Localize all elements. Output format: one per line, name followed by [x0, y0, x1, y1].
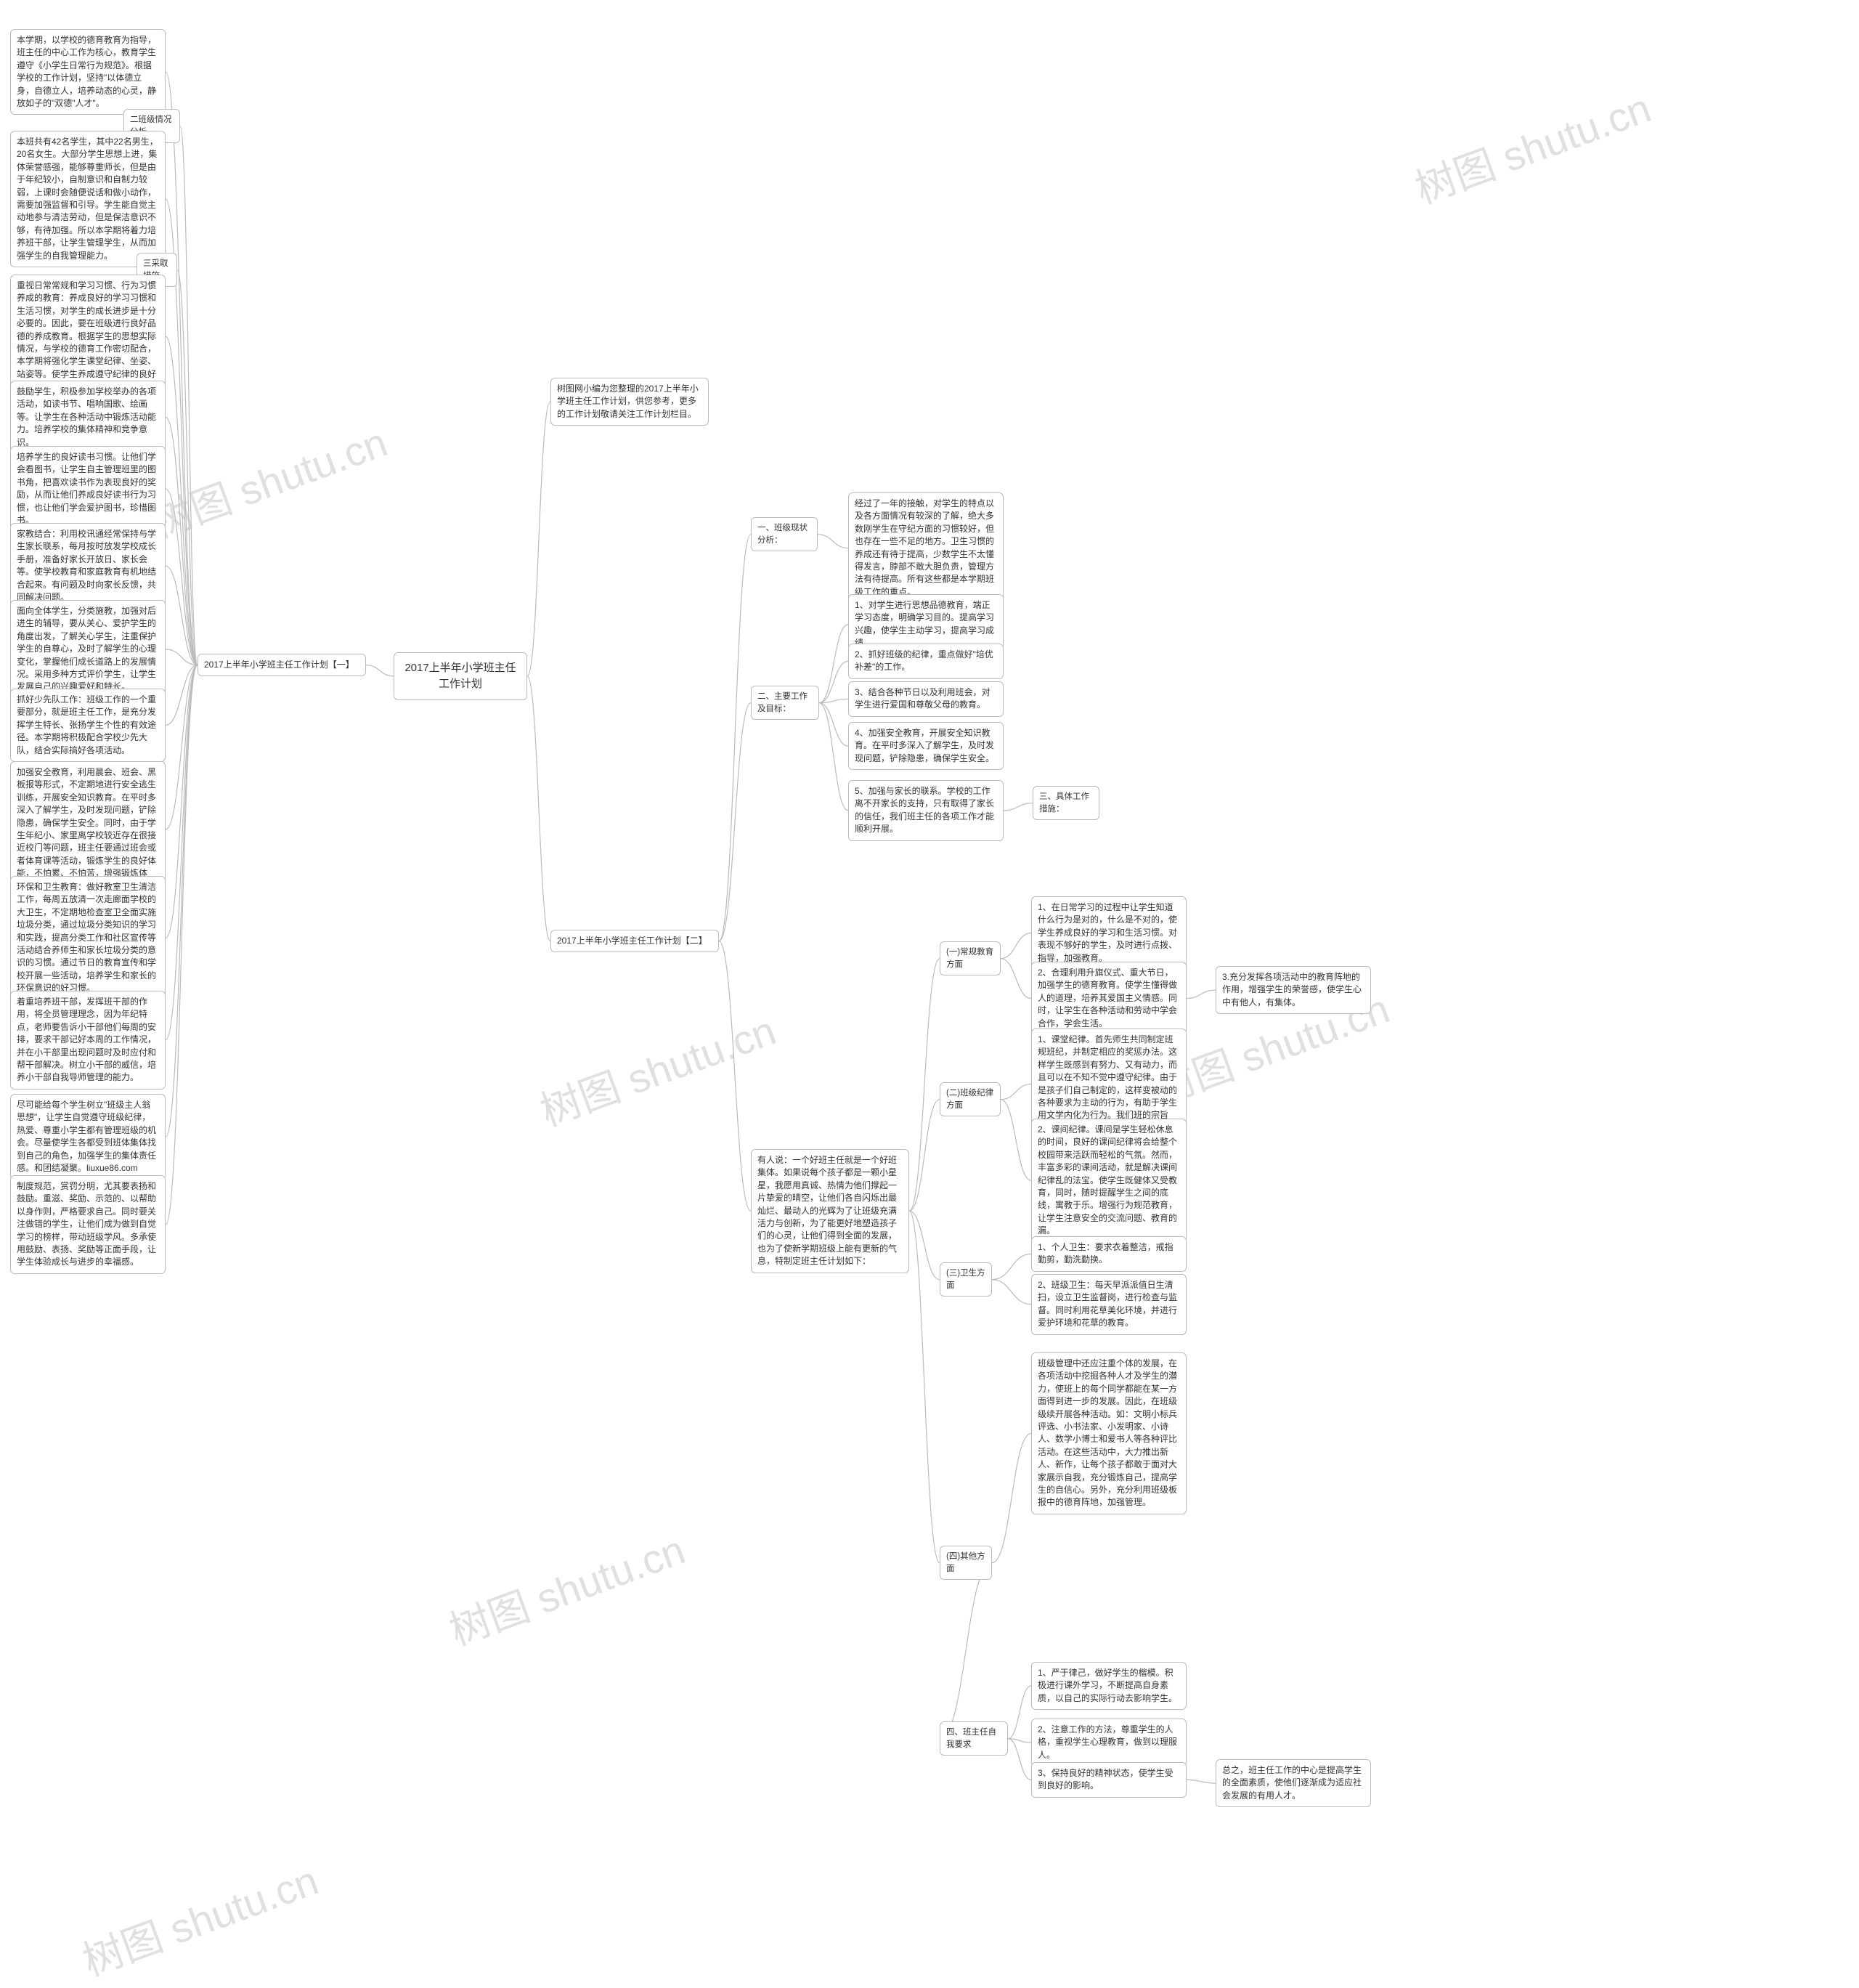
edge	[1008, 1739, 1031, 1780]
edge	[166, 665, 198, 938]
edge	[819, 699, 848, 702]
node-p1_c9[interactable]: 着重培养班干部，发挥班干部的作用，将全员管理理念，因为年纪特点，老师要告诉小干部…	[10, 991, 166, 1090]
node-p1_c10[interactable]: 尽可能给每个学生树立"班级主人翁思想"，让学生自觉遵守班级纪律，热爱、尊重小学生…	[10, 1094, 166, 1180]
edge	[1004, 803, 1033, 811]
node-sub3_1[interactable]: 1、个人卫生：要求衣着整洁，戒指勤剪，勤洗勤换。	[1031, 1236, 1187, 1272]
edge	[909, 1211, 940, 1562]
watermark: 树图 shutu.cn	[142, 410, 394, 549]
node-intro[interactable]: 树图网小编为您整理的2017上半年小学班主任工作计划，供您参考，更多的工作计划敬…	[550, 378, 709, 426]
edge	[719, 941, 751, 1212]
node-sec2_3[interactable]: 3、结合各种节日以及利用班会，对学生进行爱国和尊敬父母的教育。	[848, 681, 1004, 717]
edge	[819, 703, 848, 811]
node-sub2_2[interactable]: 2、课间纪律。课间是学生轻松休息的时间，良好的课间纪律将会给整个校园带来活跃而轻…	[1031, 1119, 1187, 1243]
edge	[166, 72, 198, 665]
edge	[819, 661, 848, 702]
edge	[166, 665, 198, 1040]
node-p1_c8[interactable]: 环保和卫生教育：做好教室卫生清洁工作，每周五放清一次走廊面学校的大卫生，不定期地…	[10, 876, 166, 1000]
edge	[166, 665, 198, 829]
edge	[166, 649, 198, 665]
node-sub1_2[interactable]: 2、合理利用升旗仪式、重大节日，加强学生的德育教育。使学生懂得做人的道理，培养其…	[1031, 962, 1187, 1035]
edge	[992, 1254, 1031, 1279]
node-p1_b[interactable]: 本班共有42名学生，其中22名男生，20名女生。大部分学生思想上进，集体荣誉感强…	[10, 131, 166, 267]
edge	[1001, 1084, 1031, 1100]
edge	[992, 1433, 1031, 1562]
node-sub1_ext[interactable]: 3.充分发挥各项活动中的教育阵地的作用，增强学生的荣誉感，使学生心中有他人，有集…	[1216, 966, 1371, 1014]
node-sub4_b3[interactable]: 3、保持良好的精神状态，使学生受到良好的影响。	[1031, 1762, 1187, 1798]
watermark: 树图 shutu.cn	[531, 998, 783, 1137]
edge	[1187, 1780, 1216, 1783]
edge	[180, 126, 198, 665]
node-sec2_4[interactable]: 4、加强安全教育，开展安全知识教育。在平时多深入了解学生，及时发现问题，铲除隐患…	[848, 722, 1004, 770]
edge-layer	[0, 0, 1859, 1908]
node-sub4_b1[interactable]: 1、严于律己，做好学生的楷模。积极进行课外学习，不断提高自身素质，以自己的实际行…	[1031, 1662, 1187, 1710]
edge	[940, 1563, 992, 1739]
edge	[166, 336, 198, 665]
edge	[366, 665, 394, 676]
node-sec1_a[interactable]: 经过了一年的接触，对学生的特点以及各方面情况有较深的了解，绝大多数刚学生在守纪方…	[848, 492, 1004, 604]
watermark: 树图 shutu.cn	[73, 1848, 325, 1987]
edge	[166, 489, 198, 665]
node-sub4_a[interactable]: 班级管理中还应注重个体的发展，在各项活动中挖掘各种人才及学生的潜力，使班上的每个…	[1031, 1352, 1187, 1514]
edge	[166, 665, 198, 1137]
edge	[1008, 1686, 1031, 1739]
edge	[1001, 959, 1031, 999]
edge	[719, 535, 751, 941]
node-sub4_b2[interactable]: 2、注意工作的方法，尊重学生的人格，重视学生心理教育，做到以理服人。	[1031, 1719, 1187, 1766]
node-sub1_1[interactable]: 1、在日常学习的过程中让学生知道什么行为是对的，什么是不对的，使学生养成良好的学…	[1031, 896, 1187, 970]
node-sec3[interactable]: 三、具体工作措施：	[1033, 786, 1099, 820]
node-sec2[interactable]: 二、主要工作及目标：	[751, 686, 819, 720]
node-p1_c2[interactable]: 鼓励学生，积极参加学校举办的各项活动，如读书节、唱响国歌、绘画等。让学生在各种活…	[10, 381, 166, 454]
node-p1_c1[interactable]: 重视日常常规和学习习惯、行为习惯养成的教育：养成良好的学习习惯和生活习惯，对学生…	[10, 275, 166, 399]
edge	[166, 665, 198, 1225]
watermark: 树图 shutu.cn	[440, 1517, 692, 1657]
edge	[909, 959, 940, 1212]
node-plan1[interactable]: 2017上半年小学班主任工作计划【一】	[198, 654, 366, 676]
node-p1_c6[interactable]: 抓好少先队工作：班级工作的一个重要部分，就是班主任工作，是充分发挥学生特长、张扬…	[10, 689, 166, 762]
edge	[1001, 933, 1031, 958]
node-sub3_2[interactable]: 2、班级卫生：每天早派派值日生清扫，设立卫生监督岗，进行检查与监督。同时利用花草…	[1031, 1274, 1187, 1335]
edge	[177, 270, 198, 665]
node-p1_a[interactable]: 本学期，以学校的德育教育为指导，班主任的中心工作为核心，教育学生遵守《小学生日常…	[10, 29, 166, 115]
edge	[527, 676, 550, 941]
node-closing[interactable]: 总之，班主任工作的中心是提高学生的全面素质，使他们逐渐成为适应社会发展的有用人才…	[1216, 1759, 1371, 1807]
edge	[909, 1211, 940, 1279]
edge	[1187, 990, 1216, 998]
node-sec2_2[interactable]: 2、抓好班级的纪律，重点做好"培优补差"的工作。	[848, 644, 1004, 679]
node-sub1[interactable]: (一)常规教育方面	[940, 941, 1001, 975]
edge	[719, 703, 751, 941]
node-sub2[interactable]: (二)班级纪律方面	[940, 1082, 1001, 1116]
node-sub4_b[interactable]: 四、班主任自我要求	[940, 1721, 1008, 1756]
node-sec2_5[interactable]: 5、加强与家长的联系。学校的工作离不开家长的支持，只有取得了家长的信任，我们班主…	[848, 780, 1004, 841]
edge	[819, 625, 848, 703]
watermark: 树图 shutu.cn	[1406, 76, 1658, 215]
node-p1_c3[interactable]: 培养学生的良好读书习惯。让他们学会看图书，让学生自主管理班里的图书角，把喜欢读书…	[10, 446, 166, 532]
edge	[166, 665, 198, 726]
edge	[527, 402, 550, 676]
edge	[909, 1100, 940, 1212]
node-sub3[interactable]: (三)卫生方面	[940, 1262, 992, 1297]
edge	[166, 417, 198, 665]
node-plan2[interactable]: 2017上半年小学班主任工作计划【二】	[550, 930, 719, 952]
edge	[992, 1280, 1031, 1305]
node-sub4[interactable]: (四)其他方面	[940, 1546, 992, 1580]
node-p1_c11[interactable]: 制度规范，赏罚分明，尤其要表扬和鼓励。重滋、奖励、示范的、以帮助以身作则，严格要…	[10, 1175, 166, 1274]
edge	[166, 566, 198, 665]
node-p2_intro[interactable]: 有人说：一个好班主任就是一个好班集体。如果说每个孩子都是一颗小星星，我愿用真诚、…	[751, 1149, 909, 1273]
node-sec1[interactable]: 一、班级现状分析：	[751, 517, 818, 551]
node-p1_c4[interactable]: 家教结合：利用校讯通经常保持与学生家长联系，每月按时放发学校成长手册，准备好家长…	[10, 523, 166, 609]
edge	[1008, 1739, 1031, 1742]
node-center[interactable]: 2017上半年小学班主任工作计划	[394, 652, 527, 700]
node-p1_c5[interactable]: 面向全体学生，分类施教，加强对后进生的辅导，要从关心、爱护学生的角度出发，了解关…	[10, 600, 166, 699]
edge	[818, 535, 848, 548]
edge	[1001, 1100, 1031, 1181]
edge	[819, 703, 848, 746]
